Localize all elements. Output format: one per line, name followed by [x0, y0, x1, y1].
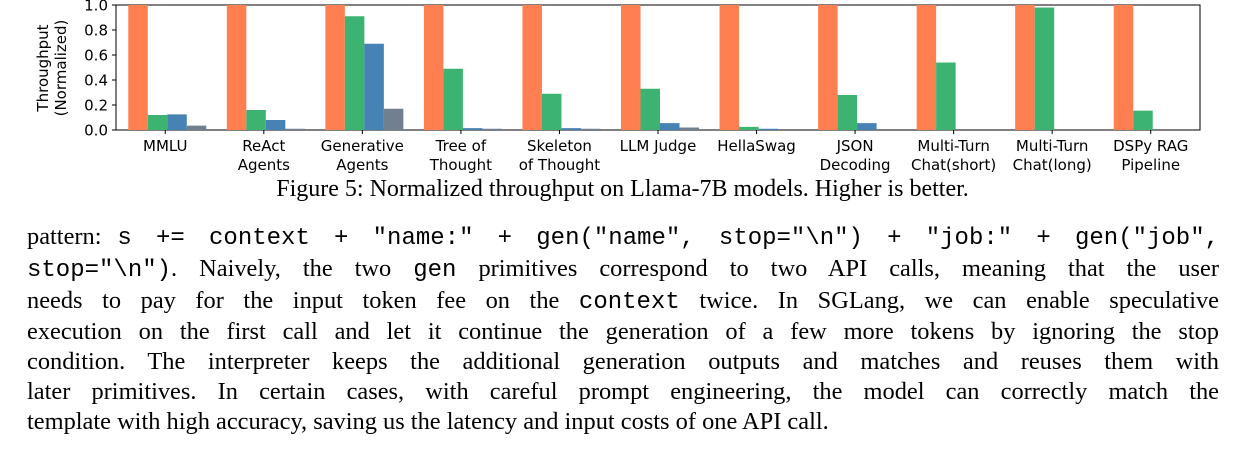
x-axis: MMLU ReAct Agents Generative Agents Tree of Th…	[143, 130, 1188, 174]
y-tick-label: 0.2	[84, 97, 108, 115]
body-line-5: condition. The interpreter keeps the add…	[27, 348, 1219, 376]
x-tick-label: Generative Agents	[321, 137, 404, 174]
x-tick-label: HellaSwag	[717, 137, 796, 155]
text-naively: . Naively, the two	[171, 254, 414, 282]
body-paragraph: pattern: s += context + "name:" + gen("n…	[27, 222, 1219, 437]
x-tick-label: MMLU	[143, 137, 187, 155]
x-tick-label: LLM Judge	[620, 137, 697, 155]
y-axis-label: Throughput(Normalized)	[34, 20, 70, 117]
bar-series-1-cat-2	[226, 5, 247, 130]
y-tick-label: 0.8	[84, 22, 108, 40]
bar-series-4-cat-6	[679, 127, 699, 130]
body-line-7: template with high accuracy, saving us t…	[27, 407, 829, 435]
y-axis: 0.0 0.2 0.4 0.6 0.8 1.0	[84, 0, 116, 140]
figure-caption: Figure 5: Normalized throughput on Llama…	[276, 176, 969, 202]
bar-series-1-cat-3	[325, 5, 345, 130]
bar-series-3-cat-1	[167, 114, 187, 131]
bar-series-3-cat-4	[462, 128, 483, 131]
code-pattern: s += context + "name:" + gen("name", sto…	[117, 225, 1220, 252]
bar-series-1-cat-5	[522, 5, 542, 130]
bar-series-4-cat-4	[482, 128, 502, 130]
body-line-1: pattern: s += context + "name:" + gen("n…	[27, 222, 1219, 254]
body-line-4: execution on the first call and let it c…	[27, 318, 1219, 346]
bar-series-4-cat-5	[580, 128, 601, 130]
bar-series-2-cat-10	[1034, 7, 1055, 130]
x-tick-label: Tree of Thought	[429, 137, 492, 174]
y-tick-label: 0.4	[84, 72, 108, 90]
bar-series-4-cat-3	[383, 108, 404, 130]
y-tick-label: 0.0	[84, 122, 108, 140]
bar-series-1-cat-10	[1015, 5, 1035, 130]
bar-series-2-cat-6	[640, 88, 660, 130]
x-tick-label: ReAct Agents	[238, 137, 290, 174]
bar-series-1-cat-11	[1113, 5, 1134, 130]
body-line-3: needs to pay for the input token fee on …	[27, 286, 1219, 318]
x-tick-label: JSON Decoding	[820, 137, 891, 174]
bar-series-2-cat-11	[1133, 110, 1153, 131]
bar-series-1-cat-1	[128, 5, 148, 130]
bar-series-2-cat-3	[344, 16, 365, 130]
text-twice: twice. In SGLang, we can enable speculat…	[679, 286, 1219, 314]
bar-series-3-cat-3	[364, 43, 384, 130]
bar-series-1-cat-9	[916, 5, 937, 130]
code-stop: stop="\n")	[27, 256, 172, 284]
code-context: context	[578, 288, 680, 316]
throughput-bar-chart: 0.0 0.2 0.4 0.6 0.8 1.0 MMLU ReAct Agents Genera…	[34, 0, 1201, 174]
bar-series-2-cat-8	[837, 95, 858, 130]
text-pattern: pattern:	[27, 223, 118, 250]
body-line-6: later primitives. In certain cases, with…	[27, 377, 1219, 405]
bar-series-3-cat-6	[660, 123, 680, 131]
y-tick-label: 0.6	[84, 47, 108, 65]
y-tick-label: 1.0	[84, 0, 108, 15]
bars	[128, 5, 1153, 131]
bar-series-3-cat-5	[561, 128, 581, 131]
bar-series-2-cat-2	[246, 110, 266, 130]
bar-series-1-cat-7	[719, 5, 740, 130]
x-tick-label: Multi-Turn Chat(short)	[911, 137, 996, 174]
bar-series-4-cat-1	[186, 125, 207, 131]
x-tick-label: Multi-Turn Chat(long)	[1013, 137, 1092, 174]
bar-series-1-cat-4	[423, 5, 444, 130]
bar-series-2-cat-5	[541, 93, 562, 130]
bar-series-4-cat-2	[285, 128, 305, 130]
bar-series-1-cat-8	[818, 5, 838, 130]
bar-series-3-cat-8	[857, 123, 877, 131]
code-gen: gen	[413, 256, 457, 284]
bar-series-2-cat-9	[936, 62, 956, 130]
bar-series-3-cat-2	[265, 120, 286, 130]
bar-series-2-cat-1	[147, 115, 168, 130]
bar-series-2-cat-7	[739, 126, 759, 131]
body-line-2: stop="\n"). Naively, the two gen primiti…	[27, 254, 1219, 286]
text-primitives: primitives correspond to two API calls, …	[456, 254, 1219, 282]
x-tick-label: Skeleton of Thought	[519, 137, 601, 174]
x-tick-label: DSPy RAG Pipeline	[1113, 137, 1188, 174]
bar-series-1-cat-6	[621, 5, 641, 130]
bar-series-2-cat-4	[443, 68, 463, 130]
bar-series-3-cat-7	[758, 128, 779, 130]
text-needs: needs to pay for the input token fee on …	[27, 286, 579, 314]
